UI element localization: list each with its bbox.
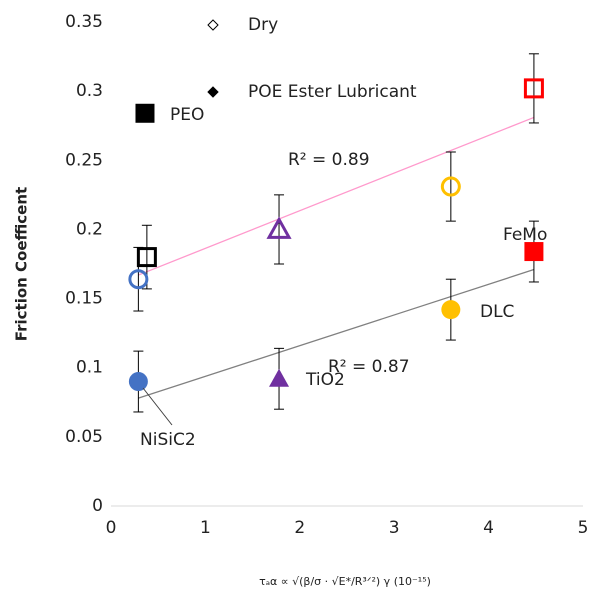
point [269,368,290,387]
y-tick-label: 0.25 [65,150,103,170]
y-axis-label: Friction Coefficent [13,187,31,341]
annotation: DLC [480,302,514,322]
legend-label: POE Ester Lubricant [248,82,417,102]
x-tick-label: 4 [483,518,494,538]
y-tick-label: 0.1 [76,358,103,378]
x-tick-label: 3 [389,518,400,538]
trendline-label: R² = 0.87 [328,357,410,377]
point [440,176,461,197]
annotation: FeMo [503,225,547,245]
legend-label: Dry [248,15,278,35]
legend-marker [207,86,219,98]
y-tick-label: 0.2 [76,219,103,239]
x-axis-label: τₐα ∝ √(β/σ · √E*/R³ᐟ²) γ (10⁻¹⁵) [259,575,431,588]
trendline [138,116,535,276]
legend-marker [207,19,219,31]
x-tick-label: 5 [578,518,589,538]
y-tick-label: 0.3 [76,81,103,101]
trendline-label: R² = 0.89 [288,150,370,170]
point [135,103,155,123]
error-bar [133,246,144,312]
annotation: NiSiC2 [140,430,196,450]
error-bar [528,53,539,124]
point [441,300,461,320]
point [266,216,292,239]
x-tick-label: 1 [200,518,211,538]
annotation: PEO [170,105,204,125]
trendline [138,268,535,399]
error-bar [445,151,456,222]
point [128,372,148,392]
y-tick-label: 0 [92,496,103,516]
error-bar [274,194,285,265]
y-tick-label: 0.35 [65,12,103,32]
point [524,242,544,262]
point [128,269,149,290]
y-tick-label: 0.05 [65,427,103,447]
x-tick-label: 2 [294,518,305,538]
point [523,78,544,99]
leader-line [142,387,173,426]
annotation: TiO2 [305,370,345,390]
y-tick-label: 0.15 [65,289,103,309]
x-tick-label: 0 [106,518,117,538]
